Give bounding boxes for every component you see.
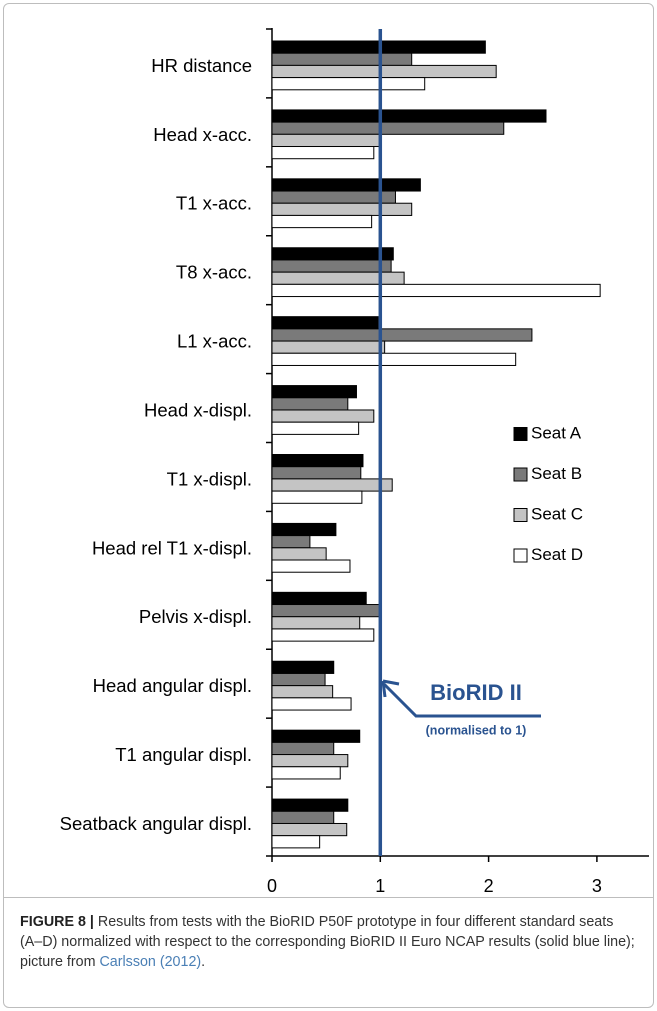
bar xyxy=(271,628,375,642)
bar xyxy=(271,616,361,630)
legend-label: Seat B xyxy=(531,464,582,483)
bar xyxy=(271,766,341,780)
bar xyxy=(271,604,381,618)
bar xyxy=(271,535,311,549)
bar xyxy=(271,397,349,411)
legend-swatch xyxy=(513,508,528,522)
bar xyxy=(271,490,363,504)
annotation-title: BioRID II xyxy=(430,680,522,705)
legend-label: Seat A xyxy=(531,423,582,442)
legend-label: Seat D xyxy=(531,545,583,564)
bar xyxy=(271,798,349,812)
bar xyxy=(271,547,327,561)
bar xyxy=(271,754,349,768)
y-tick-label: Head rel T1 x-displ. xyxy=(92,537,252,558)
bar xyxy=(271,559,351,573)
legend-label: Seat C xyxy=(531,504,583,523)
bar xyxy=(271,316,379,330)
y-tick-label: Pelvis x-displ. xyxy=(139,606,252,627)
legend-swatch xyxy=(513,427,528,441)
bar xyxy=(271,466,362,480)
bar xyxy=(271,478,393,492)
bar xyxy=(271,454,364,468)
y-tick-label: L1 x-acc. xyxy=(177,331,252,352)
bar xyxy=(271,822,348,837)
bar xyxy=(271,283,601,298)
bar xyxy=(271,729,361,743)
y-tick-label: HR distance xyxy=(151,55,252,76)
x-tick-label: 2 xyxy=(484,876,494,896)
bar xyxy=(271,421,360,435)
bar xyxy=(271,409,375,423)
y-tick-label: Head x-acc. xyxy=(153,124,252,145)
x-tick-label: 0 xyxy=(267,876,277,896)
caption-text: Results from tests with the BioRID P50F … xyxy=(20,914,635,970)
bar xyxy=(271,146,375,160)
bar xyxy=(271,109,547,123)
caption-link[interactable]: Carlsson (2012) xyxy=(99,954,202,970)
annotation: BioRID II (normalised to 1) xyxy=(381,679,541,737)
x-tick-label: 1 xyxy=(375,876,385,896)
bar xyxy=(271,835,321,849)
figure: BioRID II (normalised to 1) 0 1 2 3 HR dista… xyxy=(3,3,654,1008)
bar xyxy=(271,64,497,79)
bar xyxy=(271,810,335,824)
annotation-subtitle: (normalised to 1) xyxy=(426,723,527,737)
caption: FIGURE 8 | Results from tests with the B… xyxy=(4,897,653,972)
y-tick-label: T1 x-acc. xyxy=(176,193,252,214)
bar xyxy=(271,352,517,366)
bar xyxy=(271,591,367,606)
bar xyxy=(271,328,533,342)
legend-swatch xyxy=(513,467,528,482)
bar xyxy=(271,271,405,285)
y-tick-label: T8 x-acc. xyxy=(176,262,252,283)
y-tick-label: Seatback angular displ. xyxy=(60,813,252,834)
y-tick-label: T1 x-displ. xyxy=(167,468,252,489)
bar xyxy=(271,741,335,756)
bar xyxy=(271,214,373,229)
bar xyxy=(271,340,386,354)
bar xyxy=(271,52,413,66)
bar xyxy=(271,385,357,399)
bar xyxy=(271,77,426,91)
bar xyxy=(271,660,335,674)
bar xyxy=(271,121,505,135)
bar xyxy=(271,133,382,148)
annotation-arrow xyxy=(382,682,541,718)
legend-swatch xyxy=(513,548,528,563)
y-tick-label: T1 angular displ. xyxy=(115,744,252,765)
y-tick-label: Head angular displ. xyxy=(93,675,252,696)
bar xyxy=(271,247,394,261)
bar xyxy=(271,259,392,273)
bar xyxy=(271,697,352,711)
y-tick-label: Head x-displ. xyxy=(144,399,252,420)
bar xyxy=(271,522,337,537)
arrow-head xyxy=(381,679,400,698)
caption-end: . xyxy=(201,954,206,970)
x-tick-label: 3 xyxy=(592,876,602,896)
bar xyxy=(271,178,421,192)
bar xyxy=(271,685,334,699)
bar xyxy=(271,672,326,687)
bar xyxy=(271,190,396,204)
bar xyxy=(271,202,413,216)
chart: BioRID II (normalised to 1) 0 1 2 3 HR dista… xyxy=(60,28,649,896)
caption-label: FIGURE 8 | xyxy=(20,914,94,930)
